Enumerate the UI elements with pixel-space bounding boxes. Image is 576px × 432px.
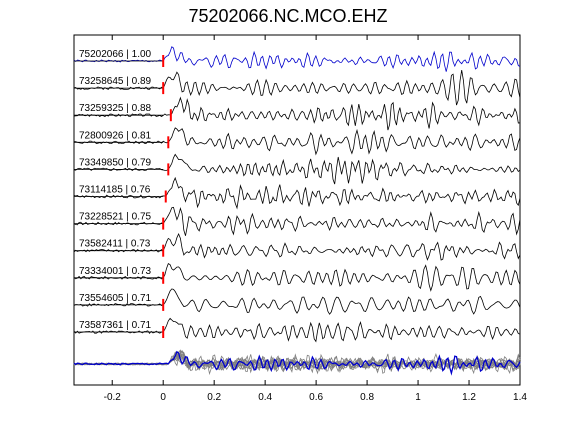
trace-line <box>73 153 521 185</box>
stack-group <box>73 349 521 376</box>
trace-label: 73228521 | 0.75 <box>79 212 152 223</box>
x-axis: -0.2 0 0.2 0.4 0.6 0.8 1 1.2 1.4 <box>104 35 527 403</box>
trace-label: 73114185 | 0.76 <box>79 185 151 196</box>
trace-label: 73334001 | 0.73 <box>79 266 152 277</box>
trace-label: 73258645 | 0.89 <box>79 76 152 87</box>
trace-line <box>73 96 521 131</box>
x-tick-label: 0.8 <box>360 392 374 403</box>
x-tick-label: 1.4 <box>513 392 527 403</box>
x-tick-label: 0 <box>160 392 166 403</box>
x-tick-label: 1 <box>415 392 421 403</box>
x-tick-label: 0.6 <box>309 392 323 403</box>
chart-title: 75202066.NC.MCO.EHZ <box>188 6 388 26</box>
pick-markers-group <box>162 55 172 338</box>
trace-line <box>73 127 521 156</box>
trace-label: 73349850 | 0.79 <box>79 157 152 168</box>
x-tick-label: 0.2 <box>207 392 221 403</box>
trace-label: 73582411 | 0.73 <box>79 239 151 250</box>
trace-line <box>73 232 521 261</box>
trace-label: 75202066 | 1.00 <box>79 49 152 60</box>
x-tick-label: -0.2 <box>104 392 122 403</box>
trace-label: 73259325 | 0.88 <box>79 103 152 114</box>
trace-line <box>73 46 521 72</box>
trace-line <box>73 288 521 315</box>
x-tick-label: 1.2 <box>462 392 476 403</box>
trace-label: 72800926 | 0.81 <box>79 130 152 141</box>
trace-label: 73587361 | 0.71 <box>79 320 152 331</box>
x-tick-label: 0.4 <box>258 392 272 403</box>
trace-line <box>73 70 521 106</box>
stack-reference-trace <box>73 350 521 376</box>
trace-line <box>73 263 521 292</box>
trace-labels-group: 75202066 | 1.00 73258645 | 0.89 73259325 |… <box>74 49 164 333</box>
trace-label: 73554605 | 0.71 <box>79 293 152 304</box>
